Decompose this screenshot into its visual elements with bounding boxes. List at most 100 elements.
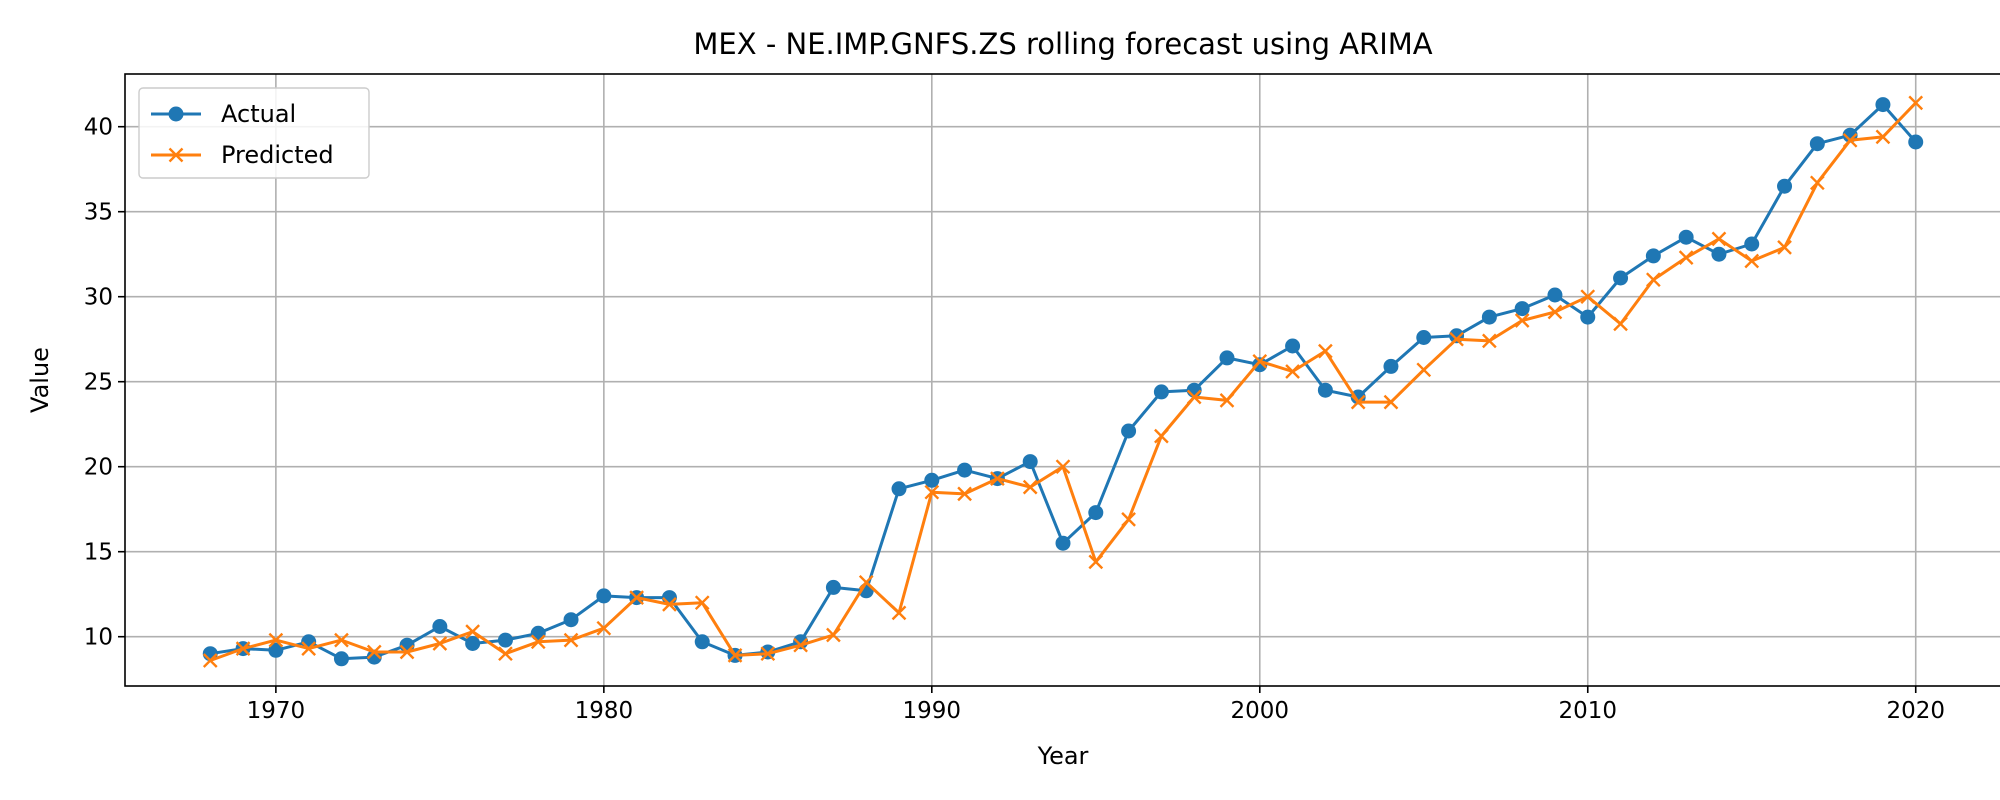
chart-title: MEX - NE.IMP.GNFS.ZS rolling forecast us…	[693, 27, 1432, 61]
predicted-point	[1482, 333, 1497, 349]
plot-frame	[124, 73, 2000, 687]
actual-point	[1645, 248, 1661, 264]
actual-point	[1580, 309, 1596, 325]
predicted-point	[1744, 253, 1760, 269]
actual-point	[1711, 246, 1727, 262]
actual-point	[333, 651, 349, 667]
legend-swatch-marker	[168, 106, 184, 122]
actual-point	[1678, 229, 1694, 245]
predicted-point	[465, 624, 480, 639]
actual-point	[268, 642, 284, 658]
predicted-point	[760, 646, 776, 662]
predicted-point	[1777, 240, 1792, 255]
legend-item-actual: Actual	[151, 100, 296, 128]
predicted-point	[662, 597, 677, 612]
predicted-point	[1022, 479, 1038, 495]
predicted-point	[727, 648, 743, 663]
predicted-point	[563, 632, 579, 648]
legend-label: Predicted	[221, 141, 334, 169]
actual-point	[1153, 384, 1169, 400]
predicted-point	[793, 637, 808, 653]
actual-point	[1908, 134, 1924, 150]
x-tick-label: 1980	[575, 698, 634, 724]
actual-point	[1219, 350, 1235, 366]
actual-point	[1088, 505, 1104, 521]
predicted-point	[1580, 289, 1596, 305]
predicted-point	[1285, 364, 1300, 379]
actual-point	[530, 625, 546, 641]
predicted-point	[1350, 394, 1366, 410]
actual-point	[1613, 270, 1629, 286]
actual-point	[1252, 357, 1268, 373]
x-axis-title: Year	[1037, 742, 1089, 770]
predicted-point	[858, 574, 874, 590]
predicted-point	[596, 620, 612, 636]
x-tick-label: 1990	[903, 698, 962, 724]
actual-point	[465, 636, 481, 651]
actual-point	[497, 632, 513, 648]
actual-point	[825, 579, 841, 595]
predicted-point	[268, 632, 284, 648]
predicted-point	[1449, 331, 1464, 347]
predicted-point	[1711, 231, 1727, 247]
predicted-point	[1547, 304, 1563, 320]
predicted-point	[235, 641, 251, 656]
predicted-point	[1514, 313, 1530, 328]
predicted-point	[1383, 394, 1399, 410]
y-tick-label: 20	[84, 455, 113, 481]
predicted-point	[924, 484, 940, 500]
legend: Actual Predicted	[138, 87, 370, 179]
actual-point	[432, 619, 448, 634]
actual-point	[891, 481, 907, 497]
predicted-point	[891, 605, 907, 621]
grid	[125, 74, 2000, 686]
legend-item-predicted: Predicted	[151, 141, 334, 169]
predicted-point	[202, 653, 218, 668]
predicted-point	[1121, 512, 1136, 527]
y-tick-label: 10	[84, 625, 113, 651]
legend-label: Actual	[221, 100, 296, 128]
predicted-point	[1088, 554, 1104, 570]
actual-point	[1547, 287, 1563, 303]
predicted-point	[1678, 250, 1694, 265]
actual-point	[1055, 535, 1071, 551]
predicted-point	[1613, 316, 1628, 332]
actual-point	[694, 634, 710, 650]
actual-point	[1777, 178, 1793, 194]
predicted-point	[1842, 132, 1858, 148]
predicted-point	[990, 471, 1005, 486]
y-tick-label: 40	[84, 115, 113, 141]
axis-ticks: 1970 1980 1990 2000 2010 2020 10 15 20 25 30 35 40	[84, 115, 1945, 724]
predicted-point	[366, 644, 382, 660]
predicted-point	[1219, 393, 1235, 408]
predicted-point	[1646, 272, 1661, 288]
predicted-point	[334, 632, 349, 648]
predicted-point	[694, 595, 710, 611]
predicted-point	[498, 646, 513, 662]
predicted-point	[399, 644, 415, 660]
y-axis-title: Value	[26, 347, 54, 413]
predicted-point	[1908, 95, 1924, 111]
actual-point	[1744, 236, 1760, 252]
predicted-point	[826, 627, 841, 643]
actual-point	[596, 588, 612, 604]
y-tick-label: 25	[84, 370, 113, 396]
predicted-point	[432, 636, 448, 651]
predicted-point	[957, 486, 972, 502]
series-predicted	[202, 95, 1924, 668]
actual-point	[1317, 382, 1333, 398]
predicted-point	[629, 590, 644, 605]
actual-point	[1416, 330, 1432, 345]
x-tick-label: 2020	[1886, 698, 1945, 724]
predicted-point	[1809, 175, 1825, 191]
x-tick-label: 2000	[1231, 698, 1290, 724]
actual-point	[957, 462, 973, 478]
y-tick-label: 15	[84, 540, 113, 566]
actual-point	[1121, 423, 1137, 439]
actual-point	[563, 612, 579, 628]
actual-point	[760, 644, 776, 660]
actual-point	[1514, 301, 1530, 317]
actual-point	[924, 472, 940, 488]
